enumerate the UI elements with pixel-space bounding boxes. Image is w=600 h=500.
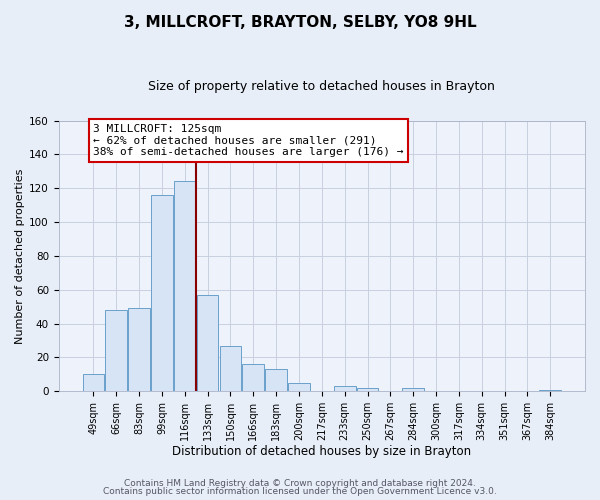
Bar xyxy=(151,195,173,391)
Bar xyxy=(242,364,264,391)
Bar xyxy=(128,308,150,391)
Bar xyxy=(197,295,218,391)
Bar xyxy=(265,369,287,391)
Bar xyxy=(174,182,196,391)
Bar xyxy=(106,310,127,391)
Bar xyxy=(356,388,379,391)
Text: 3, MILLCROFT, BRAYTON, SELBY, YO8 9HL: 3, MILLCROFT, BRAYTON, SELBY, YO8 9HL xyxy=(124,15,476,30)
Bar xyxy=(334,386,356,391)
Bar xyxy=(220,346,241,391)
Text: 3 MILLCROFT: 125sqm
← 62% of detached houses are smaller (291)
38% of semi-detac: 3 MILLCROFT: 125sqm ← 62% of detached ho… xyxy=(94,124,404,157)
Bar xyxy=(288,383,310,391)
Title: Size of property relative to detached houses in Brayton: Size of property relative to detached ho… xyxy=(148,80,495,93)
Text: Contains HM Land Registry data © Crown copyright and database right 2024.: Contains HM Land Registry data © Crown c… xyxy=(124,478,476,488)
X-axis label: Distribution of detached houses by size in Brayton: Distribution of detached houses by size … xyxy=(172,444,472,458)
Bar xyxy=(403,388,424,391)
Bar xyxy=(83,374,104,391)
Text: Contains public sector information licensed under the Open Government Licence v3: Contains public sector information licen… xyxy=(103,487,497,496)
Y-axis label: Number of detached properties: Number of detached properties xyxy=(15,168,25,344)
Bar xyxy=(539,390,561,391)
